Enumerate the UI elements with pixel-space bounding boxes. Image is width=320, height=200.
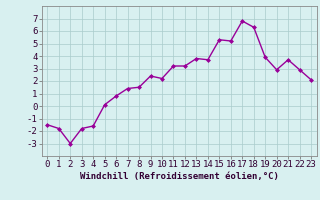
X-axis label: Windchill (Refroidissement éolien,°C): Windchill (Refroidissement éolien,°C) bbox=[80, 172, 279, 181]
